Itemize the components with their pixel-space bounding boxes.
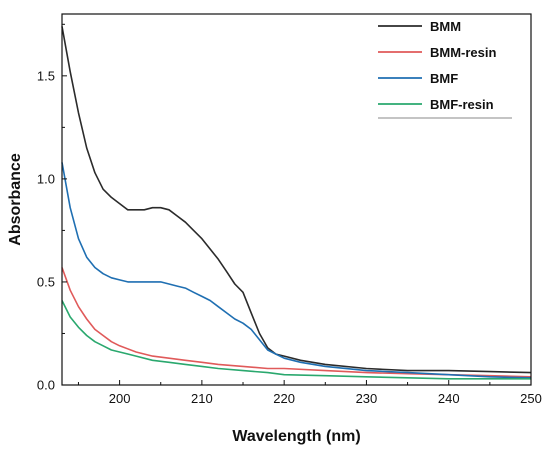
series-line-bmm <box>61 26 532 374</box>
y-tick-label: 1.5 <box>37 68 55 83</box>
x-tick-label: 200 <box>109 391 131 406</box>
x-tick-label: 220 <box>273 391 295 406</box>
legend-label-bmm-resin: BMM-resin <box>430 45 497 60</box>
series-line-bmm-resin <box>61 267 532 378</box>
y-tick-label: 0.5 <box>37 274 55 289</box>
x-tick-label: 210 <box>191 391 213 406</box>
x-tick-label: 250 <box>520 391 542 406</box>
x-axis-title: Wavelength (nm) <box>232 428 360 445</box>
series-layer <box>61 26 532 380</box>
plot-frame <box>61 13 532 386</box>
y-tick-label: 0.0 <box>37 378 55 393</box>
series-line-bmf <box>61 162 532 379</box>
legend-label-bmf: BMF <box>430 71 458 86</box>
series-line-bmf-resin <box>61 300 531 380</box>
x-tick-label: 230 <box>356 391 378 406</box>
legend-label-bmm: BMM <box>430 19 461 34</box>
legend-label-bmf-resin: BMF-resin <box>430 97 494 112</box>
x-tick-label: 240 <box>438 391 460 406</box>
y-axis-title: Absorbance <box>7 153 24 246</box>
tick-layer: 200 210 220 230 240 250 0.0 0.5 1.0 1.5 <box>37 23 542 406</box>
y-tick-label: 1.0 <box>37 171 55 186</box>
legend: BMM BMM-resin BMF BMF-resin <box>378 19 512 119</box>
